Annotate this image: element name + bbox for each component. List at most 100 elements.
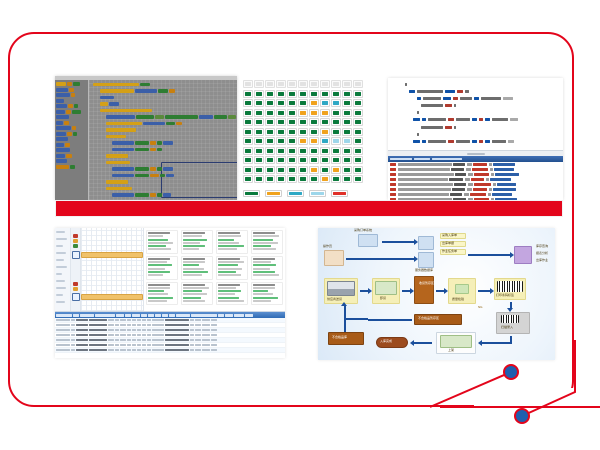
grid-status-card[interactable] [342,108,352,117]
grid-status-card[interactable] [331,156,341,164]
note-card[interactable] [216,230,248,254]
grid-status-card[interactable] [342,146,352,155]
grid-status-card[interactable] [331,108,341,117]
grid-status-card[interactable] [276,156,286,164]
grid-status-card[interactable] [342,127,352,136]
milestone-chip-orange[interactable] [72,239,78,243]
gantt-task-bar-1[interactable] [81,252,143,258]
grid-status-card[interactable] [309,137,319,145]
grid-status-card[interactable] [243,175,253,183]
palette-block[interactable] [56,142,87,147]
palette-block[interactable] [56,131,87,136]
blocks-canvas[interactable] [89,80,237,200]
code-console-panel[interactable] [388,78,563,200]
grid-status-card[interactable] [265,137,275,145]
grid-status-card[interactable] [298,89,308,98]
code-block[interactable] [99,89,237,94]
note-card[interactable] [146,255,178,280]
table-column-header[interactable] [56,313,72,317]
node-nonconforming-area[interactable] [414,314,462,325]
code-block[interactable] [99,108,237,113]
grid-status-card[interactable] [353,156,363,164]
grid-status-card[interactable] [309,89,319,98]
code-block[interactable] [111,193,237,198]
grid-status-card[interactable] [309,175,319,183]
console-log-line[interactable] [390,173,561,176]
table-row[interactable] [55,318,285,323]
gantt-milestone-track[interactable] [71,228,81,311]
grid-status-card[interactable] [320,156,330,164]
grid-status-card[interactable] [276,137,286,145]
palette-block[interactable] [56,148,87,152]
grid-status-card[interactable] [342,137,352,145]
note-card[interactable] [251,255,283,280]
grid-status-card[interactable] [309,165,319,174]
code-block[interactable] [111,141,237,146]
grid-status-card[interactable] [254,146,264,155]
table-row[interactable] [55,338,285,343]
code-block[interactable] [92,82,237,87]
console-log-body[interactable] [388,162,563,200]
table-column-header[interactable] [155,313,161,317]
grid-status-card[interactable] [287,99,297,107]
note-card[interactable] [146,281,178,306]
grid-status-card[interactable] [342,175,352,183]
grid-status-card[interactable] [254,99,264,107]
grid-status-card[interactable] [309,156,319,164]
milestone-chip-red-2[interactable] [72,282,78,286]
note-card[interactable] [216,255,248,280]
note-card[interactable] [181,255,213,280]
note-card[interactable] [251,230,283,254]
grid-status-card[interactable] [243,118,253,126]
grid-status-card[interactable] [254,165,264,174]
table-row[interactable] [55,348,285,353]
code-block[interactable] [111,199,237,200]
palette-block[interactable] [56,82,87,86]
palette-block[interactable] [56,159,87,163]
data-table[interactable] [55,311,285,358]
grid-status-card[interactable] [309,108,319,117]
code-block[interactable] [111,167,237,172]
grid-status-card[interactable] [254,108,264,117]
grid-status-card[interactable] [331,165,341,174]
grid-status-card[interactable] [331,146,341,155]
grid-status-card[interactable] [298,99,308,107]
grid-status-card[interactable] [265,156,275,164]
code-horizontal-scrollbar[interactable] [388,150,563,156]
table-column-header[interactable] [245,313,253,317]
table-column-header[interactable] [162,313,168,317]
grid-status-card[interactable] [320,108,330,117]
grid-status-card[interactable] [298,175,308,183]
table-column-header[interactable] [132,313,140,317]
grid-status-card[interactable] [243,146,253,155]
grid-status-card[interactable] [243,99,253,107]
table-column-header[interactable] [176,313,190,317]
node-nonconforming-store[interactable] [328,332,364,345]
milestone-chip-orange-2[interactable] [72,287,78,291]
grid-status-card[interactable] [331,89,341,98]
grid-status-card[interactable] [287,118,297,126]
card-grid-panel[interactable] [243,80,363,202]
grid-status-card[interactable] [320,175,330,183]
console-log-line[interactable] [390,188,561,191]
palette-block[interactable] [56,126,87,130]
grid-status-card[interactable] [287,127,297,136]
code-block[interactable] [105,160,237,165]
grid-status-card[interactable] [331,99,341,107]
palette-block[interactable] [56,98,87,103]
grid-status-card[interactable] [276,175,286,183]
gantt-note-cards[interactable] [144,228,285,311]
code-block[interactable] [105,180,237,185]
grid-status-card[interactable] [265,165,275,174]
grid-status-card[interactable] [287,156,297,164]
grid-status-card[interactable] [276,89,286,98]
grid-status-card[interactable] [254,175,264,183]
grid-status-card[interactable] [265,108,275,117]
gantt-sheet-panel[interactable] [55,228,285,358]
grid-status-card[interactable] [276,99,286,107]
grid-status-card[interactable] [342,118,352,126]
table-row[interactable] [55,343,285,348]
grid-status-card[interactable] [342,156,352,164]
grid-status-card[interactable] [243,108,253,117]
grid-status-card[interactable] [331,137,341,145]
